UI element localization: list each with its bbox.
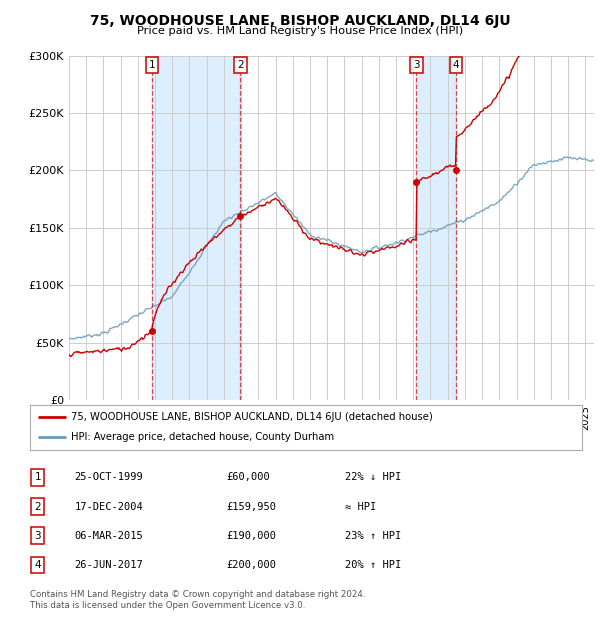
Text: 3: 3: [413, 60, 419, 70]
Text: 06-MAR-2015: 06-MAR-2015: [74, 531, 143, 541]
Text: Contains HM Land Registry data © Crown copyright and database right 2024.
This d: Contains HM Land Registry data © Crown c…: [30, 590, 365, 609]
Bar: [416, 56, 456, 400]
Text: 3: 3: [34, 531, 41, 541]
Text: 23% ↑ HPI: 23% ↑ HPI: [345, 531, 401, 541]
Text: 26-JUN-2017: 26-JUN-2017: [74, 560, 143, 570]
Text: ≈ HPI: ≈ HPI: [345, 502, 376, 512]
Text: £159,950: £159,950: [227, 502, 277, 512]
Text: 75, WOODHOUSE LANE, BISHOP AUCKLAND, DL14 6JU (detached house): 75, WOODHOUSE LANE, BISHOP AUCKLAND, DL1…: [71, 412, 433, 422]
Text: 4: 4: [34, 560, 41, 570]
Text: 2: 2: [237, 60, 244, 70]
Text: 75, WOODHOUSE LANE, BISHOP AUCKLAND, DL14 6JU: 75, WOODHOUSE LANE, BISHOP AUCKLAND, DL1…: [89, 14, 511, 28]
Text: HPI: Average price, detached house, County Durham: HPI: Average price, detached house, Coun…: [71, 432, 335, 443]
Text: 4: 4: [453, 60, 460, 70]
Text: Price paid vs. HM Land Registry's House Price Index (HPI): Price paid vs. HM Land Registry's House …: [137, 26, 463, 36]
Text: 1: 1: [148, 60, 155, 70]
Text: 20% ↑ HPI: 20% ↑ HPI: [345, 560, 401, 570]
Text: 1: 1: [34, 472, 41, 482]
Text: 22% ↓ HPI: 22% ↓ HPI: [345, 472, 401, 482]
Text: 17-DEC-2004: 17-DEC-2004: [74, 502, 143, 512]
Text: £190,000: £190,000: [227, 531, 277, 541]
Text: 25-OCT-1999: 25-OCT-1999: [74, 472, 143, 482]
Text: 2: 2: [34, 502, 41, 512]
Text: £60,000: £60,000: [227, 472, 271, 482]
Bar: [152, 56, 241, 400]
Text: £200,000: £200,000: [227, 560, 277, 570]
